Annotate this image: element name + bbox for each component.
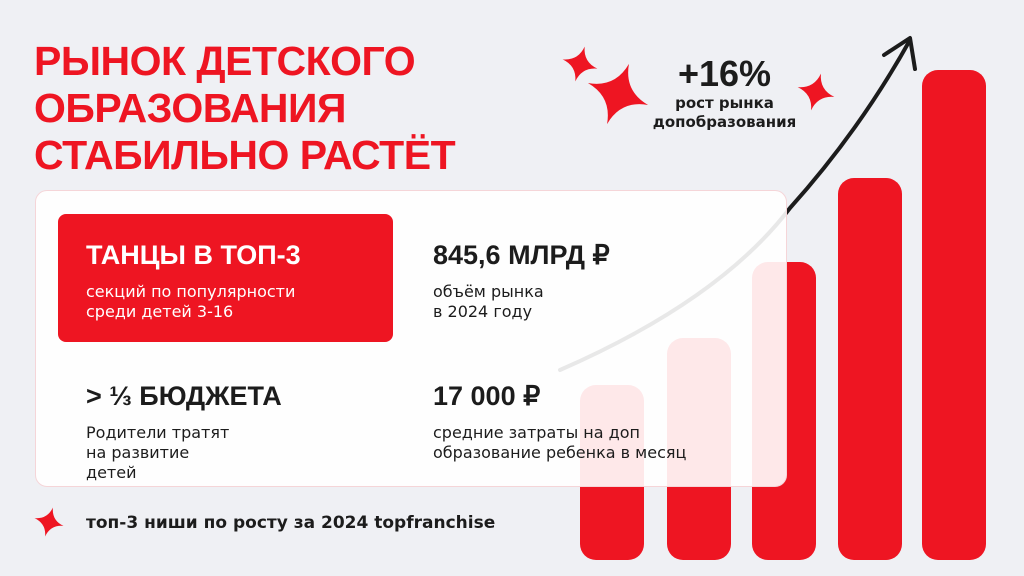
stat-monthly-cost: 17 000 ₽ средние затраты на доп образован… [433, 381, 686, 463]
sparkle-icon [587, 63, 649, 125]
stat-desc: Родители тратят на развитие детей [86, 423, 282, 483]
stat-budget: > ⅓ БЮДЖЕТА Родители тратят на развитие де… [86, 381, 282, 483]
stat-desc-line: средние затраты на доп [433, 423, 640, 442]
sparkle-icon [562, 46, 598, 82]
sparkle-icon [34, 507, 64, 537]
stat-desc-line: в 2024 году [433, 302, 533, 321]
stat-desc-line: детей [86, 463, 137, 482]
stat-headline: 17 000 ₽ [433, 381, 541, 411]
stat-desc-line: секций по популярности [86, 282, 296, 301]
stat-headline: > ⅓ БЮДЖЕТА [86, 381, 282, 411]
stat-desc-line: объём рынка [433, 282, 544, 301]
stat-headline: 845,6 МЛРД ₽ [433, 240, 610, 270]
stat-desc-line: образование ребенка в месяц [433, 443, 687, 462]
stat-desc: объём рынка в 2024 году [433, 282, 610, 322]
stat-dances: ТАНЦЫ В ТОП-3 секций по популярности сред… [58, 214, 393, 342]
stat-headline: ТАНЦЫ В ТОП-3 [86, 240, 301, 270]
sparkle-icon [797, 73, 835, 111]
title-line: РЫНОК ДЕТСКОГО [34, 38, 416, 84]
growth-label: допобразования [652, 113, 797, 131]
stat-desc-line: на развитие [86, 443, 190, 462]
decorative-bar [922, 70, 986, 560]
stat-desc-line: Родители тратят [86, 423, 230, 442]
page-title: РЫНОК ДЕТСКОГО ОБРАЗОВАНИЯ СТАБИЛЬНО РАС… [34, 38, 456, 179]
growth-label: рост рынка [675, 94, 774, 112]
stat-market-volume: 845,6 МЛРД ₽ объём рынка в 2024 году [433, 240, 610, 322]
title-line: СТАБИЛЬНО РАСТЁТ [34, 132, 456, 178]
growth-value: +16% [677, 53, 772, 94]
footnote: топ-3 ниши по росту за 2024 topfranchise [86, 513, 496, 533]
growth-callout: +16% рост рынка допобразования [642, 54, 807, 132]
stat-desc-line: среди детей 3-16 [86, 302, 234, 321]
stat-desc: секций по популярности среди детей 3-16 [86, 282, 393, 322]
stat-desc: средние затраты на доп образование ребенк… [433, 423, 686, 463]
decorative-bar [838, 178, 902, 560]
title-line: ОБРАЗОВАНИЯ [34, 85, 346, 131]
